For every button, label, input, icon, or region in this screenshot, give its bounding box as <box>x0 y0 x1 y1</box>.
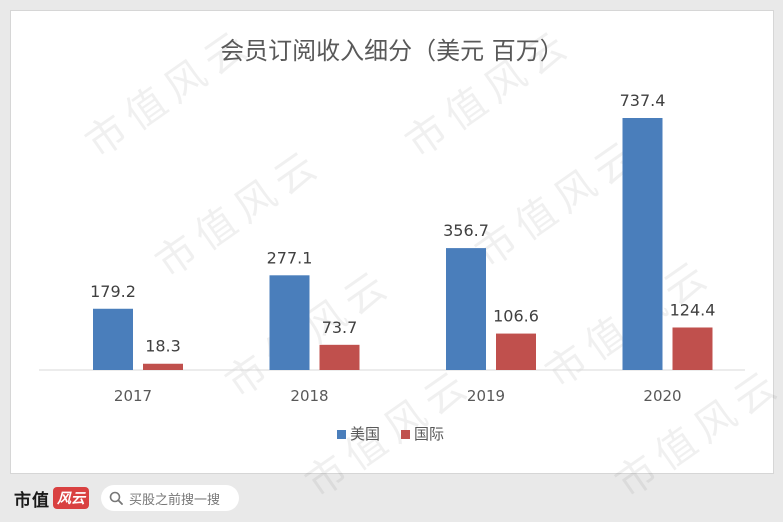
data-label: 106.6 <box>493 307 539 326</box>
footer-bar: 市值 风云 买股之前搜一搜 <box>0 474 783 522</box>
bar-美国-2017 <box>93 308 133 370</box>
brand-text: 市值 <box>14 490 50 511</box>
chart-card: 市值风云 市值风云 市值风云 市值风云 市值风云 市值风云 市值风云 市值风云 … <box>10 10 783 507</box>
legend-swatch-美国 <box>337 430 346 439</box>
x-tick-label: 2018 <box>290 387 328 405</box>
bar-chart: 会员订阅收入细分（美元 百万） 179.2 18.3 2017 277.1 73.7 20… <box>39 37 745 443</box>
bar-国际-2017 <box>143 363 183 370</box>
x-tick-label: 2019 <box>467 387 505 405</box>
search-placeholder: 买股之前搜一搜 <box>129 492 221 508</box>
data-label: 737.4 <box>620 91 666 110</box>
bar-美国-2019 <box>446 248 486 370</box>
data-label: 124.4 <box>670 300 716 319</box>
data-label: 73.7 <box>322 318 358 337</box>
x-tick-label: 2020 <box>643 387 681 405</box>
data-label: 18.3 <box>145 337 181 356</box>
brand-logo[interactable]: 市值 风云 <box>14 486 89 511</box>
data-label: 356.7 <box>443 221 489 240</box>
x-tick-label: 2017 <box>114 387 152 405</box>
data-label: 179.2 <box>90 282 136 301</box>
legend-swatch-国际 <box>401 430 410 439</box>
bar-美国-2020 <box>622 118 663 370</box>
bar-美国-2018 <box>269 275 310 370</box>
bar-国际-2018 <box>319 344 360 370</box>
brand-logo-mark: 风云 <box>53 487 89 509</box>
data-label: 277.1 <box>267 248 313 267</box>
bar-国际-2019 <box>496 333 536 370</box>
search-icon <box>109 491 123 505</box>
bar-国际-2020 <box>672 327 713 370</box>
legend-label: 美国 <box>350 425 380 443</box>
search-box[interactable]: 买股之前搜一搜 <box>101 485 239 511</box>
chart-title: 会员订阅收入细分（美元 百万） <box>220 37 564 65</box>
legend-label: 国际 <box>414 425 444 443</box>
